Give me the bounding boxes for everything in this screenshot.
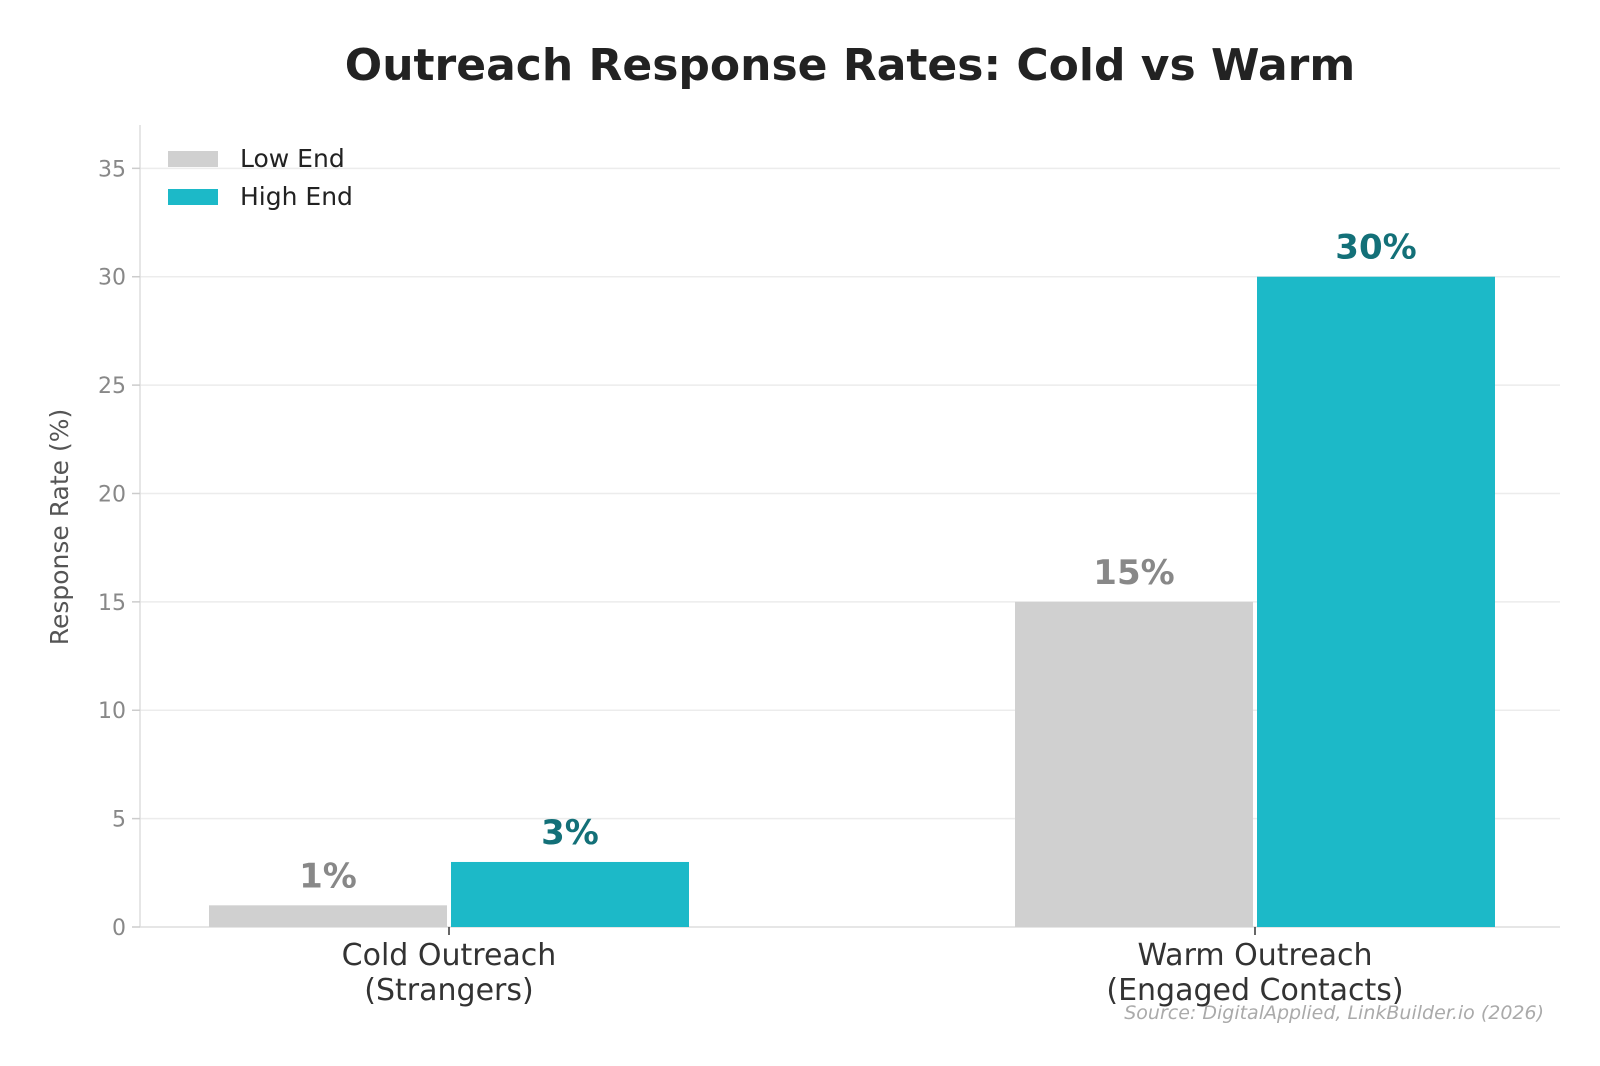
bar-low-end <box>209 905 447 927</box>
chart-title: Outreach Response Rates: Cold vs Warm <box>345 40 1355 91</box>
x-tick-label: Cold Outreach <box>342 938 557 973</box>
legend-swatch <box>168 189 218 205</box>
value-label: 3% <box>541 813 599 853</box>
value-label: 1% <box>299 856 357 896</box>
source-note: Source: DigitalApplied, LinkBuilder.io (… <box>1124 1002 1544 1024</box>
legend-label: Low End <box>240 144 345 173</box>
y-tick-label: 15 <box>98 591 126 616</box>
bars <box>209 276 1495 927</box>
y-tick-label: 35 <box>98 157 126 182</box>
value-label: 30% <box>1335 228 1416 268</box>
y-tick-label: 5 <box>112 808 126 833</box>
y-axis-ticks: 0 5 10 15 20 25 30 35 <box>98 157 140 941</box>
bar-low-end <box>1015 601 1253 927</box>
x-axis-ticks: Cold Outreach(Strangers) Warm Outreach(En… <box>342 927 1404 1008</box>
legend-swatch <box>168 151 218 167</box>
bar-high-end <box>1257 276 1495 927</box>
legend: Low End High End <box>168 144 353 211</box>
y-tick-label: 20 <box>98 482 126 507</box>
y-axis-label: Response Rate (%) <box>45 409 74 646</box>
y-tick-label: 10 <box>98 699 126 724</box>
legend-label: High End <box>240 182 353 211</box>
x-tick-label: (Engaged Contacts) <box>1106 973 1403 1008</box>
value-labels: 1% 3% 15% 30% <box>299 228 1417 897</box>
x-tick-label: (Strangers) <box>364 973 533 1008</box>
bar-high-end <box>451 861 689 927</box>
y-tick-label: 30 <box>98 266 126 291</box>
y-tick-label: 0 <box>112 916 126 941</box>
value-label: 15% <box>1093 553 1174 593</box>
x-tick-label: Warm Outreach <box>1137 938 1372 973</box>
gridlines <box>140 167 1560 820</box>
y-tick-label: 25 <box>98 374 126 399</box>
